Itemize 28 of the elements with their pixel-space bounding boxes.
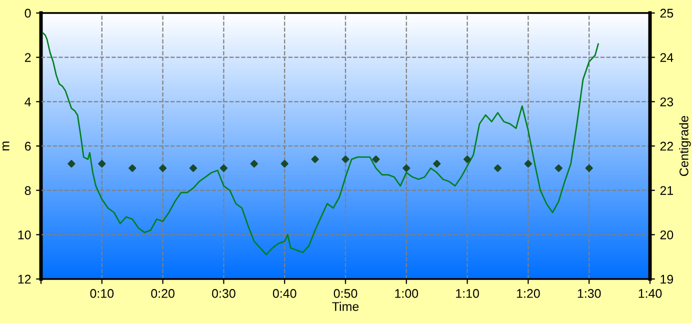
y-tick-label: 2 <box>24 53 31 62</box>
y2-tick-label: 23 <box>660 97 674 106</box>
y2-tick-label: 24 <box>660 53 674 62</box>
x-axis-title: Time <box>332 302 359 311</box>
y-tick-label: 6 <box>24 142 31 151</box>
x-tick-label: 1:40 <box>638 289 662 298</box>
x-tick-label: 0:20 <box>151 289 174 298</box>
y2-axis-title: Centigrade <box>679 116 691 176</box>
y-tick-label: 4 <box>24 98 31 106</box>
x-tick-label: 0:30 <box>212 289 236 298</box>
y2-tick-label: 20 <box>660 230 674 240</box>
y-tick-label: 0 <box>24 8 31 18</box>
x-tick-label: 1:10 <box>456 289 479 298</box>
x-tick-label: 1:30 <box>578 289 601 298</box>
x-tick-label: 0:50 <box>334 289 358 298</box>
x-tick-label: 0:10 <box>90 289 114 298</box>
y-tick-label: 10 <box>18 230 31 240</box>
y2-tick-label: 21 <box>660 186 674 195</box>
x-tick-label: 0:40 <box>272 289 296 298</box>
y2-tick-label: 19 <box>660 274 674 284</box>
y-tick-label: 8 <box>24 186 31 195</box>
x-tick-label: 1:20 <box>516 289 540 298</box>
line-series <box>42 32 599 256</box>
y-tick-label: 12 <box>18 274 31 284</box>
y2-tick-label: 25 <box>660 8 674 18</box>
y-axis-title: m <box>2 142 10 150</box>
x-tick-label: 1:00 <box>395 289 418 298</box>
y2-tick-label: 22 <box>660 142 673 151</box>
